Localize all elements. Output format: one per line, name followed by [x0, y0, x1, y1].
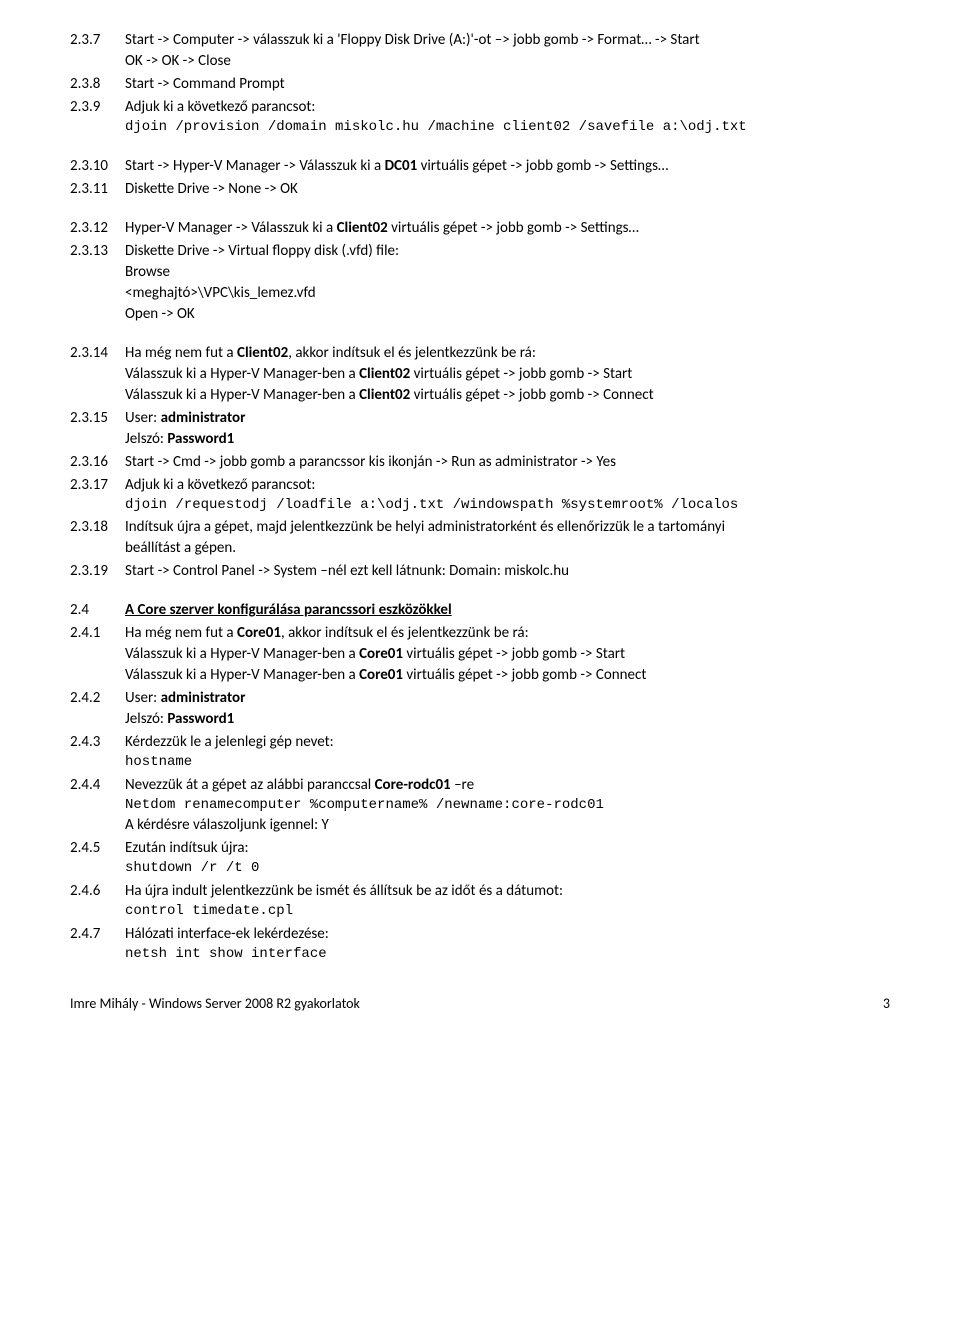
list-item: 2.4.1Ha még nem fut a Core01, akkor indí…	[70, 623, 890, 686]
list-item: 2.4.4Nevezzük át a gépet az alábbi paran…	[70, 775, 890, 837]
list-item: 2.4.6Ha újra indult jelentkezzünk be ism…	[70, 881, 890, 922]
page-footer: Imre Mihály - Windows Server 2008 R2 gya…	[70, 994, 890, 1014]
list-item: 2.4.2User: administratorJelszó: Password…	[70, 688, 890, 730]
item-number: 2.4.1	[70, 623, 125, 686]
item-content: Start -> Cmd -> jobb gomb a parancssor k…	[125, 452, 890, 473]
list-item: 2.3.12Hyper-V Manager -> Válasszuk ki a …	[70, 218, 890, 239]
item-number: 2.3.19	[70, 561, 125, 582]
item-number: 2.3.15	[70, 408, 125, 450]
item-number: 2.3.10	[70, 156, 125, 177]
item-number: 2.3.7	[70, 30, 125, 72]
item-content: Nevezzük át a gépet az alábbi paranccsal…	[125, 775, 890, 837]
item-content: Start -> Command Prompt	[125, 74, 890, 95]
list-item: 2.3.9Adjuk ki a következő parancsot:djoi…	[70, 97, 890, 138]
list-item: 2.3.13Diskette Drive -> Virtual floppy d…	[70, 241, 890, 325]
item-content: Diskette Drive -> None -> OK	[125, 179, 890, 200]
item-number: 2.3.17	[70, 475, 125, 516]
document-body: 2.3.7Start -> Computer -> válasszuk ki a…	[70, 30, 890, 964]
list-item: 2.3.15User: administratorJelszó: Passwor…	[70, 408, 890, 450]
item-content: Adjuk ki a következő parancsot:djoin /re…	[125, 475, 890, 516]
item-content: Hálózati interface-ek lekérdezése:netsh …	[125, 924, 890, 965]
item-content: Ha még nem fut a Core01, akkor indítsuk …	[125, 623, 890, 686]
item-content: Start -> Control Panel -> System –nél ez…	[125, 561, 890, 582]
item-content: A Core szerver konfigurálása parancssori…	[125, 600, 890, 621]
list-item: 2.3.18Indítsuk újra a gépet, majd jelent…	[70, 517, 890, 559]
item-number: 2.3.16	[70, 452, 125, 473]
item-number: 2.3.18	[70, 517, 125, 559]
item-content: Start -> Computer -> válasszuk ki a 'Flo…	[125, 30, 890, 72]
item-number: 2.4.7	[70, 924, 125, 965]
item-number: 2.4.6	[70, 881, 125, 922]
list-item: 2.3.16Start -> Cmd -> jobb gomb a paranc…	[70, 452, 890, 473]
item-content: Start -> Hyper-V Manager -> Válasszuk ki…	[125, 156, 890, 177]
item-content: Hyper-V Manager -> Válasszuk ki a Client…	[125, 218, 890, 239]
list-item: 2.3.10Start -> Hyper-V Manager -> Válass…	[70, 156, 890, 177]
item-number: 2.3.11	[70, 179, 125, 200]
item-number: 2.3.13	[70, 241, 125, 325]
item-number: 2.3.8	[70, 74, 125, 95]
item-number: 2.4	[70, 600, 125, 621]
item-number: 2.4.3	[70, 732, 125, 773]
list-item: 2.4.3Kérdezzük le a jelenlegi gép nevet:…	[70, 732, 890, 773]
item-content: Adjuk ki a következő parancsot:djoin /pr…	[125, 97, 890, 138]
footer-left: Imre Mihály - Windows Server 2008 R2 gya…	[70, 994, 360, 1014]
item-content: Diskette Drive -> Virtual floppy disk (.…	[125, 241, 890, 325]
list-item: 2.3.11Diskette Drive -> None -> OK	[70, 179, 890, 200]
footer-right: 3	[883, 994, 890, 1014]
list-item: 2.3.14Ha még nem fut a Client02, akkor i…	[70, 343, 890, 406]
item-number: 2.4.5	[70, 838, 125, 879]
item-number: 2.4.4	[70, 775, 125, 837]
list-item: 2.3.19Start -> Control Panel -> System –…	[70, 561, 890, 582]
list-item: 2.3.7Start -> Computer -> válasszuk ki a…	[70, 30, 890, 72]
list-item: 2.4.5Ezután indítsuk újra:shutdown /r /t…	[70, 838, 890, 879]
list-item: 2.4.7Hálózati interface-ek lekérdezése:n…	[70, 924, 890, 965]
item-number: 2.3.12	[70, 218, 125, 239]
item-number: 2.3.9	[70, 97, 125, 138]
list-item: 2.3.8Start -> Command Prompt	[70, 74, 890, 95]
item-content: Indítsuk újra a gépet, majd jelentkezzün…	[125, 517, 890, 559]
item-content: Ezután indítsuk újra:shutdown /r /t 0	[125, 838, 890, 879]
item-content: User: administratorJelszó: Password1	[125, 408, 890, 450]
item-content: Kérdezzük le a jelenlegi gép nevet:hostn…	[125, 732, 890, 773]
item-content: User: administratorJelszó: Password1	[125, 688, 890, 730]
item-content: Ha újra indult jelentkezzünk be ismét és…	[125, 881, 890, 922]
list-item: 2.3.17Adjuk ki a következő parancsot:djo…	[70, 475, 890, 516]
list-item: 2.4A Core szerver konfigurálása parancss…	[70, 600, 890, 621]
item-number: 2.3.14	[70, 343, 125, 406]
item-number: 2.4.2	[70, 688, 125, 730]
item-content: Ha még nem fut a Client02, akkor indítsu…	[125, 343, 890, 406]
